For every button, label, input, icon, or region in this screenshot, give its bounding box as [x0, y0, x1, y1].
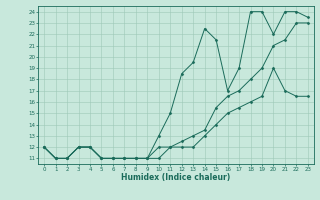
- X-axis label: Humidex (Indice chaleur): Humidex (Indice chaleur): [121, 173, 231, 182]
